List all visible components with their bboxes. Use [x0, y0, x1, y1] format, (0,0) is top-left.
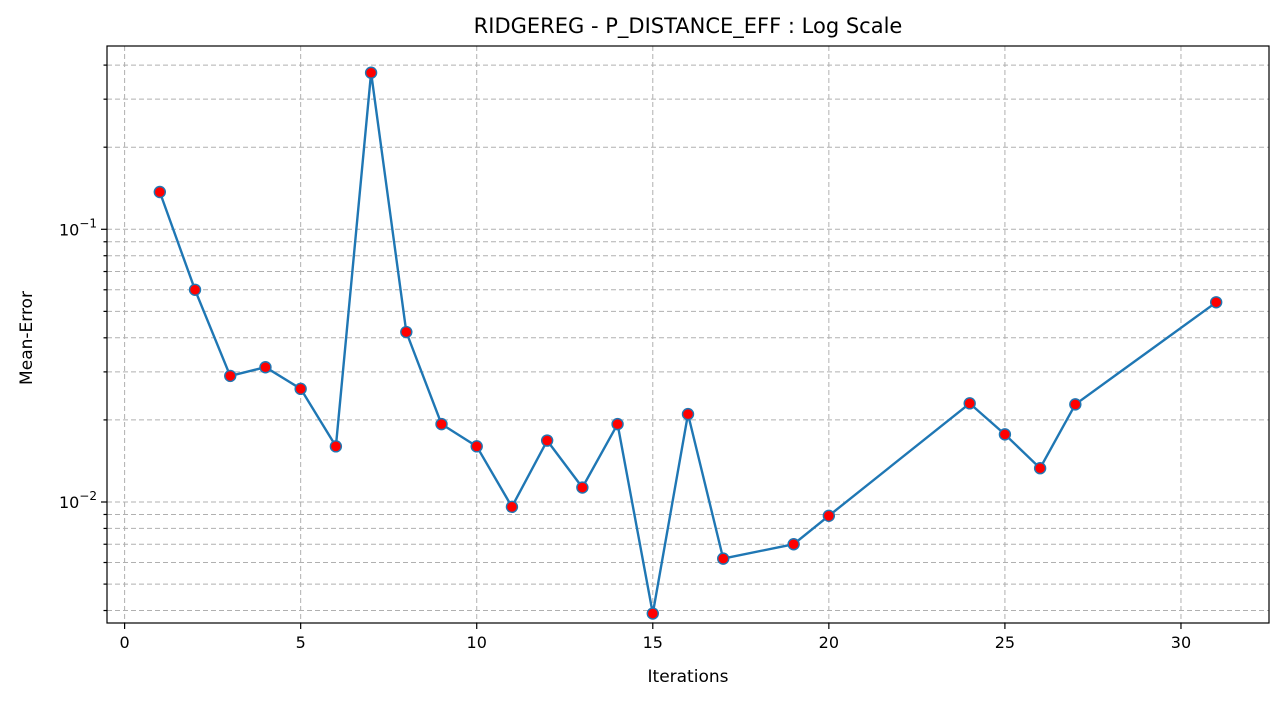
- x-tick-label: 25: [995, 633, 1015, 652]
- data-point: [540, 434, 554, 447]
- tick-layer: 0 5 10 15 20 25 30 10−2 10−1: [59, 64, 1191, 652]
- y-tick-label: 10−2: [59, 489, 97, 512]
- y-axis-label: Mean-Error: [17, 291, 37, 385]
- y-tick-label: 10−1: [59, 216, 97, 239]
- data-point: [329, 440, 343, 453]
- data-point: [611, 417, 624, 431]
- data-point: [646, 607, 659, 620]
- x-axis-label: Iterations: [648, 667, 729, 687]
- x-tick-label: 20: [819, 633, 839, 652]
- data-point: [470, 440, 483, 453]
- data-point: [505, 500, 519, 514]
- data-point: [787, 538, 800, 551]
- data-point: [822, 509, 836, 523]
- data-point: [963, 397, 976, 410]
- grid-layer: [107, 46, 1269, 623]
- series-line: [158, 72, 1217, 614]
- data-point: [153, 185, 167, 199]
- data-point: [681, 407, 695, 421]
- x-tick-label: 5: [296, 633, 306, 652]
- x-tick-label: 30: [1171, 633, 1191, 652]
- data-point: [224, 369, 237, 383]
- plot-frame: [106, 45, 1270, 624]
- data-point: [576, 481, 589, 494]
- series-layer: [153, 66, 1223, 620]
- data-point: [1069, 398, 1082, 411]
- data-point: [717, 552, 730, 565]
- data-point: [1209, 296, 1223, 309]
- data-point: [400, 325, 413, 339]
- x-tick-label: 15: [643, 633, 663, 652]
- data-point: [188, 283, 202, 296]
- x-tick-label: 0: [120, 633, 130, 652]
- data-point: [294, 382, 307, 396]
- data-point: [435, 417, 448, 431]
- data-point: [364, 66, 378, 79]
- data-point: [1033, 462, 1047, 475]
- data-point: [259, 361, 272, 374]
- chart-title: RIDGEREG - P_DISTANCE_EFF : Log Scale: [474, 14, 903, 39]
- data-point: [998, 428, 1012, 441]
- x-tick-label: 10: [467, 633, 487, 652]
